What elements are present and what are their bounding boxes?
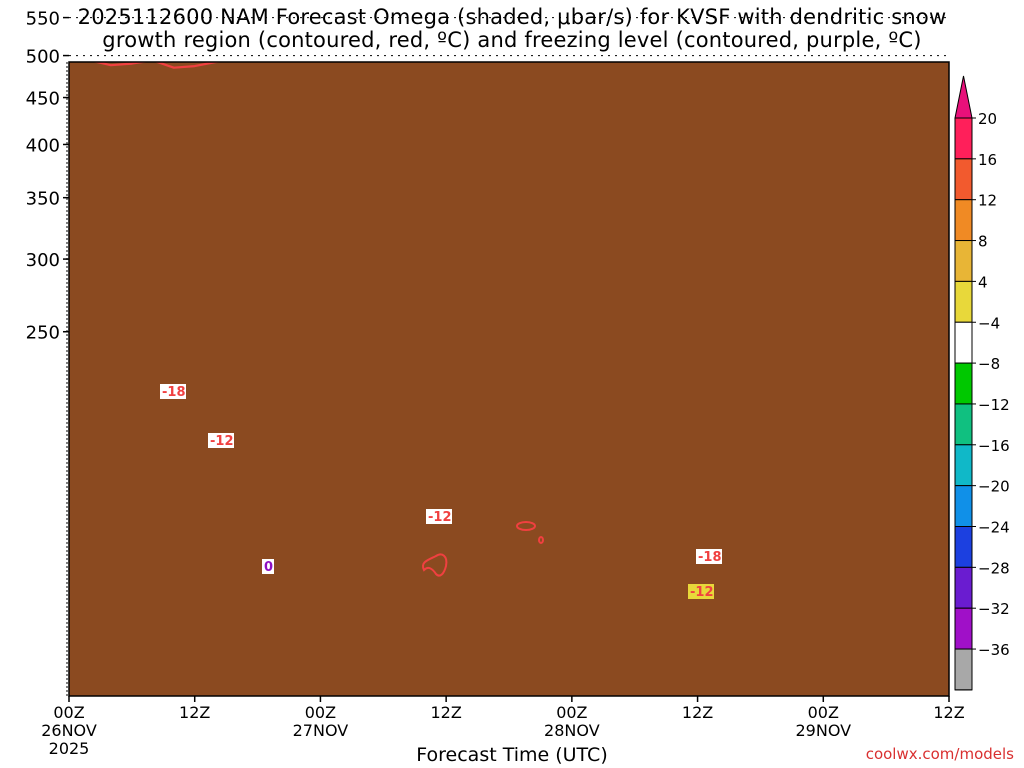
colorbar-label-11: −28 xyxy=(978,559,1010,577)
x-year-label-0: 2025 xyxy=(49,739,90,758)
x-date-label-48: 28NOV xyxy=(544,721,600,740)
x-tick-label-0: 00Z xyxy=(53,703,84,722)
site-credit: coolwx.com/models xyxy=(865,745,1014,763)
colorbar-box-8 xyxy=(954,444,973,487)
contour-label-minus-18-b: -18 xyxy=(698,550,722,565)
colorbar-label-3: 8 xyxy=(978,233,988,251)
colorbar-box-10 xyxy=(954,526,973,568)
colorbar-label-12: −32 xyxy=(978,600,1010,618)
contour-label-minus-18-a: -18 xyxy=(162,385,186,400)
colorbar-label-5: −4 xyxy=(978,314,1000,332)
label-bg-minus-12-a xyxy=(208,433,234,448)
x-tick-label-84: 12Z xyxy=(933,703,964,722)
colorbar-box-12 xyxy=(954,607,973,650)
y-tick-label-300: 300 xyxy=(26,250,60,271)
colorbar-label-2: 12 xyxy=(978,192,997,210)
colorbar-label-6: −8 xyxy=(978,355,1000,373)
contour-label-minus-12-c: -12 xyxy=(690,585,714,600)
colorbar-box-9 xyxy=(954,485,973,527)
x-tick-label-48: 00Z xyxy=(556,703,587,722)
minus-12-closed-contour-2 xyxy=(538,536,544,544)
x-date-label-0: 26NOV xyxy=(41,721,97,740)
colorbar-box-7 xyxy=(954,403,973,446)
minus-12-contour-line xyxy=(69,0,1001,22)
colorbar-box-0 xyxy=(954,117,973,160)
label-bg-zero xyxy=(262,559,274,574)
x-tick-label-72: 00Z xyxy=(808,703,839,722)
colorbar-box-1 xyxy=(954,158,973,201)
x-tick-label-12: 12Z xyxy=(179,703,210,722)
minus-12-closed-contour-1 xyxy=(516,521,536,531)
y-tick-label-450: 450 xyxy=(26,89,60,110)
colorbar-box-11 xyxy=(954,566,973,609)
y-tick-label-350: 350 xyxy=(26,189,60,210)
y-tick-label-250: 250 xyxy=(26,323,60,344)
colorbar-label-8: −16 xyxy=(978,437,1010,455)
colorbar-label-4: 4 xyxy=(978,273,988,291)
colorbar-box-3 xyxy=(954,240,973,282)
colorbar-label-13: −36 xyxy=(978,641,1010,659)
x-tick-label-60: 12Z xyxy=(682,703,713,722)
colorbar-label-10: −24 xyxy=(978,519,1010,537)
y-tick-label-500: 500 xyxy=(26,47,60,68)
ground-terrain xyxy=(69,62,949,696)
colorbar-box-5 xyxy=(954,321,973,364)
title-line-1: 2025112600 NAM Forecast Omega (shaded, μ… xyxy=(77,5,947,29)
colorbar-box-2 xyxy=(954,199,973,242)
colorbar-box-4 xyxy=(954,280,973,323)
colorbar-box-6 xyxy=(954,362,973,405)
y-axis: 2503003504004505005506006507007508008509… xyxy=(26,9,69,344)
label-bg-minus-12-c xyxy=(688,584,714,599)
chart-title: 2025112600 NAM Forecast Omega (shaded, μ… xyxy=(0,6,1024,52)
contour-label-zero: 0 xyxy=(264,560,273,575)
contours-layer xyxy=(69,0,1001,577)
colorbar: 20 16 12 8 4 −4 −8 −12 −16 −20 −24 −28 −32 −36 xyxy=(954,75,1010,691)
x-tick-label-24: 00Z xyxy=(305,703,336,722)
contour-label-minus-12-b: -12 xyxy=(428,510,452,525)
y-tick-label-550: 550 xyxy=(26,9,60,30)
label-bg-minus-12-b xyxy=(426,509,452,524)
y-tick-label-400: 400 xyxy=(26,135,60,156)
x-axis-title: Forecast Time (UTC) xyxy=(416,744,608,766)
x-tick-label-36: 12Z xyxy=(430,703,461,722)
colorbar-label-1: 16 xyxy=(978,151,997,169)
x-date-label-24: 27NOV xyxy=(293,721,349,740)
x-date-label-72: 29NOV xyxy=(795,721,851,740)
colorbar-box-13 xyxy=(954,648,973,691)
label-bg-minus-18-b xyxy=(696,549,722,564)
title-line-2: growth region (contoured, red, ºC) and f… xyxy=(102,28,922,52)
minus-18-contour-line xyxy=(92,62,223,69)
contour-label-minus-12-a: -12 xyxy=(210,434,234,449)
colorbar-top-arrow xyxy=(954,75,973,119)
label-bg-minus-18-a xyxy=(160,384,186,399)
colorbar-label-7: −12 xyxy=(978,396,1010,414)
plot-frame xyxy=(68,61,950,697)
minus-12-closed-contour-3 xyxy=(422,553,448,577)
colorbar-label-9: −20 xyxy=(978,478,1010,496)
colorbar-label-0: 20 xyxy=(978,110,997,128)
